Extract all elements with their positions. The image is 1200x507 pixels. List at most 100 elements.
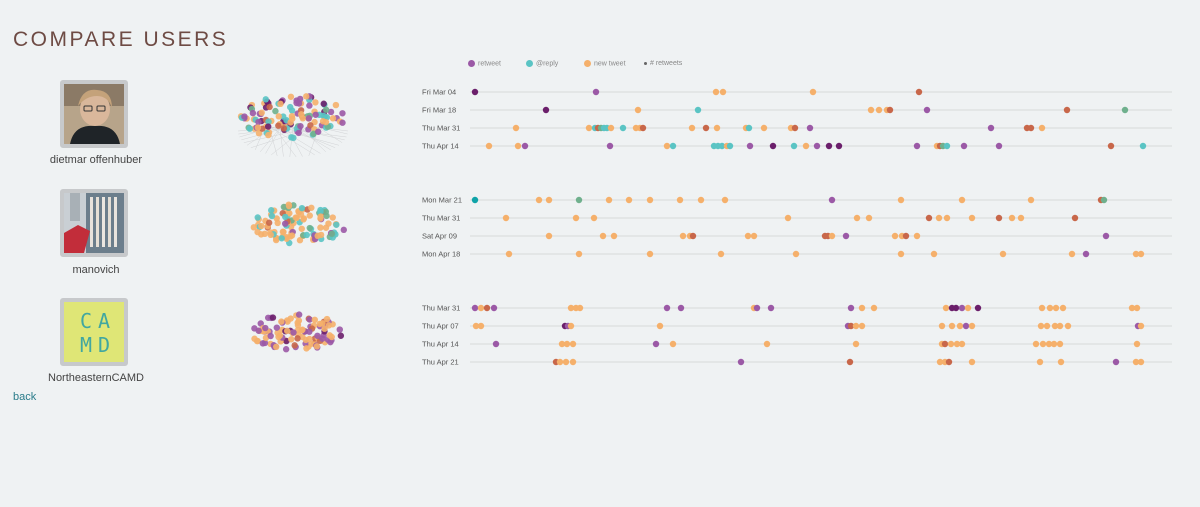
tweet-dot[interactable] (847, 304, 855, 312)
tweet-dot[interactable] (726, 142, 734, 150)
tweet-dot[interactable] (502, 214, 510, 222)
tweet-dot[interactable] (763, 340, 771, 348)
tweet-dot[interactable] (1032, 340, 1040, 348)
tweet-dot[interactable] (870, 304, 878, 312)
tweet-dot[interactable] (784, 214, 792, 222)
tweet-dot[interactable] (535, 196, 543, 204)
tweet-dot[interactable] (930, 250, 938, 258)
tweet-dot[interactable] (936, 358, 944, 366)
tweet-dot[interactable] (891, 232, 899, 240)
tweet-dot[interactable] (1121, 106, 1129, 114)
tweet-dot[interactable] (545, 232, 553, 240)
tweet-dot[interactable] (948, 322, 956, 330)
tweet-dot[interactable] (1132, 358, 1140, 366)
tweet-dot[interactable] (585, 124, 593, 132)
tweet-dot[interactable] (512, 124, 520, 132)
tweet-dot[interactable] (842, 232, 850, 240)
tweet-dot[interactable] (744, 232, 752, 240)
tweet-dot[interactable] (943, 214, 951, 222)
tweet-dot[interactable] (956, 322, 964, 330)
tweet-dot[interactable] (702, 124, 710, 132)
tweet-dot[interactable] (958, 196, 966, 204)
tweet-dot[interactable] (669, 142, 677, 150)
tweet-dot[interactable] (999, 250, 1007, 258)
tweet-dot[interactable] (1137, 358, 1145, 366)
tweet-dot[interactable] (514, 142, 522, 150)
tweet-dot[interactable] (576, 304, 584, 312)
tweet-dot[interactable] (558, 340, 566, 348)
tweet-dot[interactable] (1068, 250, 1076, 258)
tweet-dot[interactable] (1137, 250, 1145, 258)
tweet-dot[interactable] (1102, 232, 1110, 240)
person-photo-icon[interactable] (60, 80, 128, 148)
tweet-dot[interactable] (987, 124, 995, 132)
tweet-dot[interactable] (1056, 322, 1064, 330)
tweet-dot[interactable] (1038, 304, 1046, 312)
tweet-dot[interactable] (737, 358, 745, 366)
tweet-dot[interactable] (569, 358, 577, 366)
tweet-dot[interactable] (542, 106, 550, 114)
tweet-dot[interactable] (607, 124, 615, 132)
tweet-dot[interactable] (941, 340, 949, 348)
tweet-dot[interactable] (792, 250, 800, 258)
tweet-dot[interactable] (663, 304, 671, 312)
tweet-dot[interactable] (1139, 142, 1147, 150)
tweet-dot[interactable] (545, 196, 553, 204)
tweet-dot[interactable] (746, 142, 754, 150)
tweet-dot[interactable] (995, 142, 1003, 150)
tweet-dot[interactable] (1071, 214, 1079, 222)
tweet-dot[interactable] (719, 88, 727, 96)
tweet-dot[interactable] (492, 340, 500, 348)
tweet-dot[interactable] (1059, 304, 1067, 312)
tweet-dot[interactable] (521, 142, 529, 150)
tweet-dot[interactable] (676, 196, 684, 204)
tweet-dot[interactable] (913, 232, 921, 240)
tweet-dot[interactable] (1043, 322, 1051, 330)
tweet-dot[interactable] (505, 250, 513, 258)
tweet-dot[interactable] (717, 250, 725, 258)
tweet-dot[interactable] (875, 106, 883, 114)
tweet-dot[interactable] (590, 214, 598, 222)
tweet-dot[interactable] (1027, 124, 1035, 132)
tweet-dot[interactable] (712, 88, 720, 96)
tweet-dot[interactable] (1036, 358, 1044, 366)
tweet-dot[interactable] (713, 124, 721, 132)
tweet-dot[interactable] (791, 124, 799, 132)
tweet-dot[interactable] (477, 322, 485, 330)
tweet-dot[interactable] (867, 106, 875, 114)
tweet-dot[interactable] (865, 214, 873, 222)
tweet-dot[interactable] (697, 196, 705, 204)
tweet-dot[interactable] (1133, 340, 1141, 348)
tweet-dot[interactable] (605, 196, 613, 204)
tweet-dot[interactable] (925, 214, 933, 222)
tweet-dot[interactable] (858, 304, 866, 312)
tweet-dot[interactable] (995, 214, 1003, 222)
tweet-dot[interactable] (853, 214, 861, 222)
tweet-dot[interactable] (562, 358, 570, 366)
tweet-dot[interactable] (1045, 340, 1053, 348)
tweet-dot[interactable] (472, 322, 480, 330)
tweet-dot[interactable] (471, 196, 479, 204)
tweet-dot[interactable] (1051, 322, 1059, 330)
tweet-dot[interactable] (958, 340, 966, 348)
tweet-dot[interactable] (852, 322, 860, 330)
tweet-dot[interactable] (619, 124, 627, 132)
tweet-dot[interactable] (847, 322, 855, 330)
tweet-dot[interactable] (1039, 340, 1047, 348)
tweet-dot[interactable] (938, 322, 946, 330)
tweet-dot[interactable] (694, 106, 702, 114)
camd-logo-icon[interactable]: C A M D (60, 298, 128, 366)
tweet-dot[interactable] (639, 124, 647, 132)
tweet-dot[interactable] (1100, 196, 1108, 204)
tweet-dot[interactable] (1064, 322, 1072, 330)
tweet-dot[interactable] (567, 304, 575, 312)
tweet-dot[interactable] (490, 304, 498, 312)
tweet-dot[interactable] (625, 196, 633, 204)
tweet-dot[interactable] (852, 340, 860, 348)
tweet-dot[interactable] (846, 358, 854, 366)
tweet-dot[interactable] (858, 322, 866, 330)
tweet-dot[interactable] (483, 304, 491, 312)
tweet-dot[interactable] (679, 232, 687, 240)
tweet-dot[interactable] (958, 304, 966, 312)
tweet-dot[interactable] (646, 250, 654, 258)
